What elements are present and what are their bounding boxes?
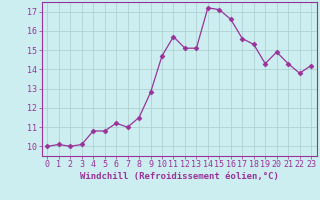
X-axis label: Windchill (Refroidissement éolien,°C): Windchill (Refroidissement éolien,°C) (80, 172, 279, 181)
